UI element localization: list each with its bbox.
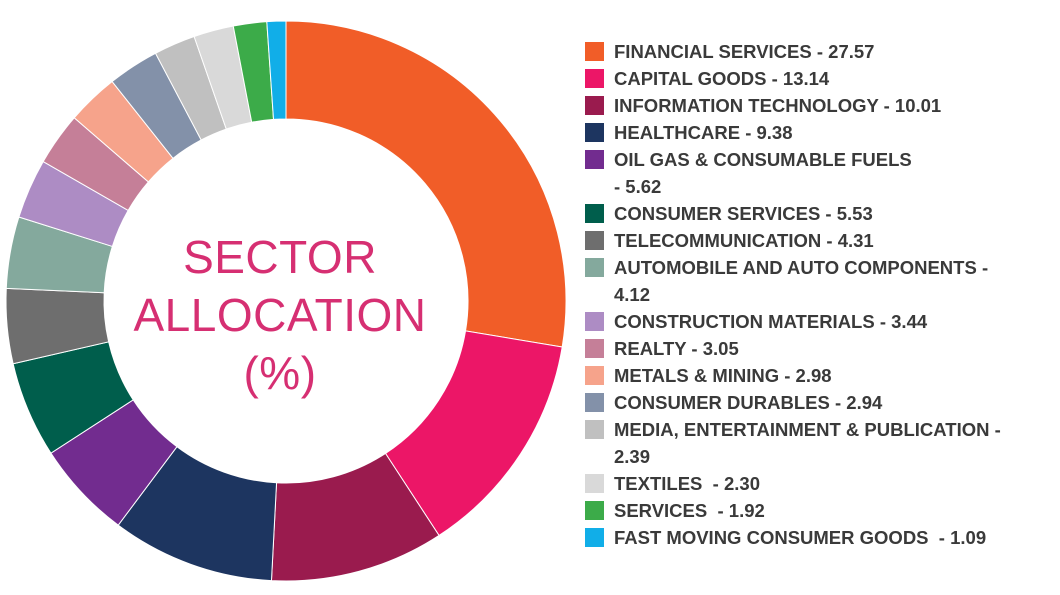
legend-label: SERVICES - 1.92 xyxy=(614,500,765,521)
legend-item: FINANCIAL SERVICES - 27.57 xyxy=(585,38,1055,65)
legend-label: CONSUMER SERVICES - 5.53 xyxy=(614,203,873,224)
legend-label: HEALTHCARE - 9.38 xyxy=(614,122,793,143)
legend-label: FINANCIAL SERVICES - 27.57 xyxy=(614,41,875,62)
legend-label: CAPITAL GOODS - 13.14 xyxy=(614,68,830,89)
legend-label: TEXTILES - 2.30 xyxy=(614,473,760,494)
legend-item: FAST MOVING CONSUMER GOODS - 1.09 xyxy=(585,524,1055,551)
legend-swatch xyxy=(585,474,604,493)
chart-title-line-1: SECTOR xyxy=(183,231,377,283)
legend-label: REALTY - 3.05 xyxy=(614,338,739,359)
legend-label: AUTOMOBILE AND AUTO COMPONENTS - 4.12 xyxy=(614,257,989,305)
chart-title-line-3: (%) xyxy=(243,347,317,399)
legend-label: METALS & MINING - 2.98 xyxy=(614,365,832,386)
legend-item: CAPITAL GOODS - 13.14 xyxy=(585,65,1055,92)
legend-swatch xyxy=(585,123,604,142)
legend-item: METALS & MINING - 2.98 xyxy=(585,362,1055,389)
legend-item: TEXTILES - 2.30 xyxy=(585,470,1055,497)
legend-label: TELECOMMUNICATION - 4.31 xyxy=(614,230,874,251)
legend-swatch xyxy=(585,393,604,412)
legend-swatch xyxy=(585,96,604,115)
legend-label: FAST MOVING CONSUMER GOODS - 1.09 xyxy=(614,527,987,548)
chart-legend: FINANCIAL SERVICES - 27.57 CAPITAL GOODS … xyxy=(585,38,1055,551)
donut-slice-1 xyxy=(285,20,567,348)
legend-item: INFORMATION TECHNOLOGY - 10.01 xyxy=(585,92,1055,119)
legend-item: OIL GAS & CONSUMABLE FUELS - 5.62 xyxy=(585,146,1055,200)
legend-label: INFORMATION TECHNOLOGY - 10.01 xyxy=(614,95,942,116)
legend-swatch xyxy=(585,42,604,61)
donut-chart xyxy=(5,20,567,582)
legend-item: TELECOMMUNICATION - 4.31 xyxy=(585,227,1055,254)
legend-item: CONSUMER DURABLES - 2.94 xyxy=(585,389,1055,416)
chart-title-line-2: ALLOCATION xyxy=(133,289,427,341)
legend-swatch xyxy=(585,420,604,439)
legend-label: MEDIA, ENTERTAINMENT & PUBLICATION - 2.3… xyxy=(614,419,1001,467)
legend-swatch xyxy=(585,231,604,250)
legend-swatch xyxy=(585,528,604,547)
legend-item: REALTY - 3.05 xyxy=(585,335,1055,362)
legend-swatch xyxy=(585,69,604,88)
legend-swatch xyxy=(585,312,604,331)
legend-swatch xyxy=(585,366,604,385)
legend-swatch xyxy=(585,204,604,223)
legend-item: HEALTHCARE - 9.38 xyxy=(585,119,1055,146)
legend-label: OIL GAS & CONSUMABLE FUELS - 5.62 xyxy=(614,149,912,197)
chart-title: SECTOR ALLOCATION (%) xyxy=(100,228,460,402)
legend-label: CONSUMER DURABLES - 2.94 xyxy=(614,392,883,413)
legend-item: CONSTRUCTION MATERIALS - 3.44 xyxy=(585,308,1055,335)
donut-slice-16 xyxy=(266,20,287,120)
legend-swatch xyxy=(585,258,604,277)
legend-label: CONSTRUCTION MATERIALS - 3.44 xyxy=(614,311,928,332)
legend-item: AUTOMOBILE AND AUTO COMPONENTS - 4.12 xyxy=(585,254,1055,308)
legend-swatch xyxy=(585,339,604,358)
legend-swatch xyxy=(585,501,604,520)
legend-item: SERVICES - 1.92 xyxy=(585,497,1055,524)
legend-swatch xyxy=(585,150,604,169)
legend-item: CONSUMER SERVICES - 5.53 xyxy=(585,200,1055,227)
legend-item: MEDIA, ENTERTAINMENT & PUBLICATION - 2.3… xyxy=(585,416,1055,470)
